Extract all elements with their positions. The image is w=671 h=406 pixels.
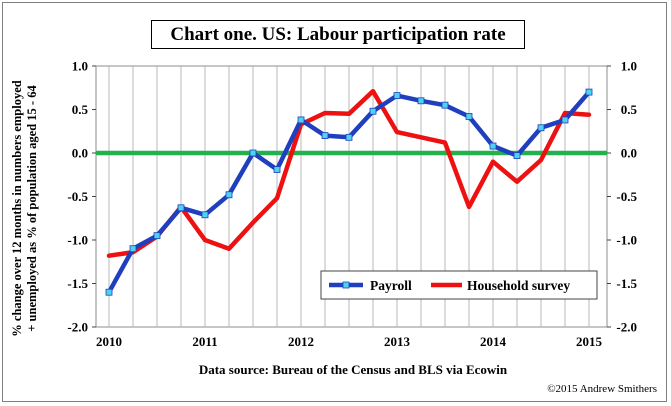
payroll-point bbox=[489, 142, 497, 150]
payroll-point bbox=[537, 124, 545, 132]
x-axis-title: Data source: Bureau of the Census and BL… bbox=[199, 362, 508, 377]
y-tick-label-right: -0.5 bbox=[616, 189, 637, 204]
y-tick-label-left: 0.5 bbox=[72, 102, 89, 117]
payroll-point bbox=[105, 288, 113, 296]
y-tick-label-right: 0.0 bbox=[621, 146, 637, 161]
chart-title: Chart one. US: Labour participation rate bbox=[151, 20, 525, 49]
y-tick-label-left: -1.5 bbox=[67, 276, 88, 291]
label-layer: 1.0 1.0 0.5 0.5 0.0 0.0 -0.5 -0.5 -1.0 -1.0 -1.5 -1… bbox=[10, 59, 657, 396]
y-axis-title-line-1: % change over 12 months in numbers emplo… bbox=[10, 80, 24, 336]
x-tick-label: 2013 bbox=[384, 334, 411, 349]
payroll-point bbox=[177, 204, 185, 212]
payroll-point bbox=[393, 92, 401, 99]
payroll-point bbox=[441, 101, 449, 109]
copyright-credit: ©2015 Andrew Smithers bbox=[547, 383, 657, 395]
x-tick-label: 2015 bbox=[576, 334, 603, 349]
y-tick-label-right: -1.5 bbox=[616, 276, 637, 291]
payroll-point bbox=[225, 191, 233, 199]
payroll-point bbox=[153, 232, 161, 240]
chart-canvas: 1.0 1.0 0.5 0.5 0.0 0.0 -0.5 -0.5 -1.0 -1.0 -1.5 -1… bbox=[10, 59, 657, 396]
payroll-point bbox=[129, 245, 137, 253]
payroll-point bbox=[201, 211, 209, 219]
legend-payroll-label: Payroll bbox=[370, 278, 412, 293]
legend-payroll-marker bbox=[342, 281, 350, 289]
payroll-point bbox=[321, 132, 329, 140]
y-tick-label-left: 0.0 bbox=[72, 146, 88, 161]
payroll-point bbox=[249, 149, 257, 157]
y-tick-label-left: 1.0 bbox=[72, 59, 88, 74]
y-axis-title: % change over 12 months in numbers emplo… bbox=[10, 80, 39, 336]
chart-frame: 1.0 1.0 0.5 0.5 0.0 0.0 -0.5 -0.5 -1.0 -1.0 -1.5 -1… bbox=[2, 2, 667, 402]
y-tick-label-right: -1.0 bbox=[616, 233, 637, 248]
payroll-point bbox=[369, 107, 377, 115]
payroll-point bbox=[561, 116, 569, 124]
y-tick-label-left: -0.5 bbox=[67, 189, 88, 204]
x-tick-label: 2010 bbox=[96, 334, 122, 349]
series-household-survey-line bbox=[106, 88, 592, 258]
x-tick-label: 2014 bbox=[480, 334, 507, 349]
y-tick-label-left: -2.0 bbox=[67, 320, 88, 335]
payroll-point bbox=[297, 116, 305, 124]
y-tick-label-right: -2.0 bbox=[616, 320, 637, 335]
payroll-point bbox=[417, 97, 425, 105]
payroll-point bbox=[585, 88, 593, 96]
axis-layer bbox=[92, 65, 611, 328]
series-layer bbox=[96, 88, 607, 296]
payroll-point bbox=[465, 113, 473, 120]
y-tick-label-right: 0.5 bbox=[621, 102, 638, 117]
legend: Payroll Household survey bbox=[320, 270, 598, 300]
x-tick-label: 2012 bbox=[288, 334, 314, 349]
payroll-point bbox=[273, 166, 281, 173]
y-axis-title-line-2: + unemployed as % of population aged 15 … bbox=[25, 85, 39, 332]
y-tick-label-right: 1.0 bbox=[621, 59, 637, 74]
payroll-point bbox=[345, 133, 353, 141]
payroll-point bbox=[513, 152, 521, 160]
legend-household-label: Household survey bbox=[467, 278, 570, 293]
x-tick-label: 2011 bbox=[192, 334, 217, 349]
y-tick-label-left: -1.0 bbox=[67, 233, 88, 248]
